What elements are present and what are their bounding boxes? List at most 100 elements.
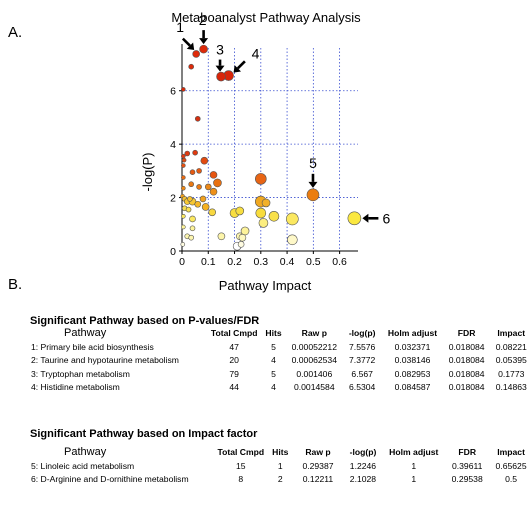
table-cell: 0.29538 (451, 474, 483, 484)
data-point (237, 241, 245, 248)
table-cell: 0.018084 (448, 341, 485, 352)
data-point (189, 215, 196, 223)
table-cell: 4: Histidine metabolism (31, 382, 120, 392)
table-cell: 1 (411, 460, 417, 471)
table-row: 2: Taurine and hypotaurine metabolism 20 4… (28, 354, 532, 368)
table-cell: 0.001406 (296, 368, 333, 379)
data-point (181, 185, 186, 191)
callout-label: 1 (176, 19, 184, 35)
callout-label: 6 (382, 210, 390, 226)
data-point (181, 153, 186, 159)
callout-5: 5 (308, 155, 318, 188)
table-cell: 5: Linoleic acid metabolism (31, 460, 135, 471)
table-cell: 4 (271, 382, 276, 392)
table-row: 3: Tryptophan metabolism 79 5 0.001406 6.567… (28, 368, 532, 382)
data-point (185, 206, 192, 213)
y-tick-label: 6 (170, 86, 176, 98)
data-point (181, 213, 186, 219)
data-point (199, 195, 207, 203)
table-cell: 7.5576 (349, 341, 376, 352)
data-point (209, 187, 218, 196)
data-points (180, 44, 362, 251)
data-point (240, 226, 250, 236)
data-point (194, 115, 201, 122)
data-point (184, 150, 191, 157)
data-point (268, 210, 280, 222)
panel-label-b: B. (8, 276, 23, 293)
data-point (258, 218, 269, 228)
table-cell: 0.08221 (495, 341, 527, 352)
chart-title: Metaboanalyst Pathway Analysis (171, 10, 361, 25)
table-cell: 0.018084 (448, 368, 485, 379)
column-header: -log(p) (349, 447, 377, 457)
x-tick-label: 0.1 (201, 256, 216, 268)
x-tick-label: 0.5 (306, 256, 321, 268)
data-point (196, 184, 202, 190)
table-cell: 0.39611 (451, 460, 483, 471)
table-row: 6: D-Arginine and D-ornithine metabolism… (28, 473, 532, 487)
table-cell: 6: D-Arginine and D-ornithine metabolism (31, 474, 189, 484)
x-tick-label: 0.2 (227, 256, 242, 268)
table-cell: 0.084587 (394, 382, 431, 392)
callout-2: 2 (199, 12, 209, 45)
callout-3: 3 (215, 42, 225, 72)
table-cell: 1 (277, 460, 283, 471)
axes: 0 0.1 0.2 0.3 0.4 0.5 0.6 0 2 4 6 (170, 44, 358, 268)
callout-6: 6 (362, 210, 390, 226)
data-point (181, 87, 186, 92)
y-tick-label: 0 (170, 246, 176, 258)
column-header: FDR (458, 447, 477, 457)
column-header: Total Cmpd (210, 328, 258, 338)
data-point (255, 173, 267, 185)
column-header: Holm adjust (387, 328, 438, 338)
data-point (187, 196, 193, 202)
table-cell: 5 (271, 368, 276, 379)
x-tick-label: 0 (179, 256, 185, 268)
data-point (217, 232, 226, 241)
table-cell: 0.032371 (394, 341, 431, 352)
x-tick-label: 0.6 (332, 256, 347, 268)
table-cell: 6.567 (351, 368, 373, 379)
x-axis-title: Pathway Impact (219, 278, 312, 293)
table-cell: 0.00052212 (291, 341, 337, 352)
data-point (192, 50, 200, 58)
data-point (208, 208, 217, 217)
x-tick-label: 0.4 (280, 256, 295, 268)
table-cell: 0.082953 (394, 368, 431, 379)
data-point (181, 175, 186, 180)
table-row: 1: Primary bile acid biosynthesis 47 5 0.00… (28, 341, 532, 355)
y-tick-label: 4 (170, 139, 176, 151)
table-cell: 0.018084 (448, 355, 485, 365)
data-point (192, 149, 198, 156)
table-impact-title: Significant Pathway based on Impact fact… (30, 428, 258, 440)
table-cell: 0.018084 (448, 382, 485, 392)
table-cell: 1 (411, 474, 417, 484)
column-header: Impact (497, 447, 525, 457)
callout-label: 2 (199, 12, 207, 28)
data-point (204, 183, 212, 191)
column-header: Hits (272, 447, 289, 457)
table-cell: 3: Tryptophan metabolism (31, 368, 130, 379)
data-point (235, 206, 245, 216)
table-cell: 2.1028 (349, 474, 377, 484)
callout-4: 4 (233, 46, 260, 73)
table-cell: 0.05395 (495, 355, 527, 365)
callout-label: 3 (216, 42, 224, 58)
data-point (199, 44, 208, 54)
data-point (287, 234, 298, 246)
column-header: Hits (265, 328, 282, 338)
column-header: -log(p) (348, 328, 376, 338)
data-point (216, 71, 226, 82)
table-row: 4: Histidine metabolism 44 4 0.0014584 6.530… (28, 381, 532, 395)
table-cell: 0.1773 (498, 368, 525, 379)
column-header: Pathway (64, 327, 107, 339)
data-point (306, 188, 320, 202)
table-cell: 0.65625 (495, 460, 527, 471)
table-cell: 6.5304 (349, 382, 376, 392)
table-header-row: Pathway Total Cmpd Hits Raw p -log(p) Holm ad… (28, 446, 532, 460)
table-cell: 0.14863 (495, 382, 527, 392)
column-header: Raw p (301, 328, 327, 338)
y-tick-label: 2 (170, 193, 176, 205)
table-cell: 79 (229, 368, 239, 379)
